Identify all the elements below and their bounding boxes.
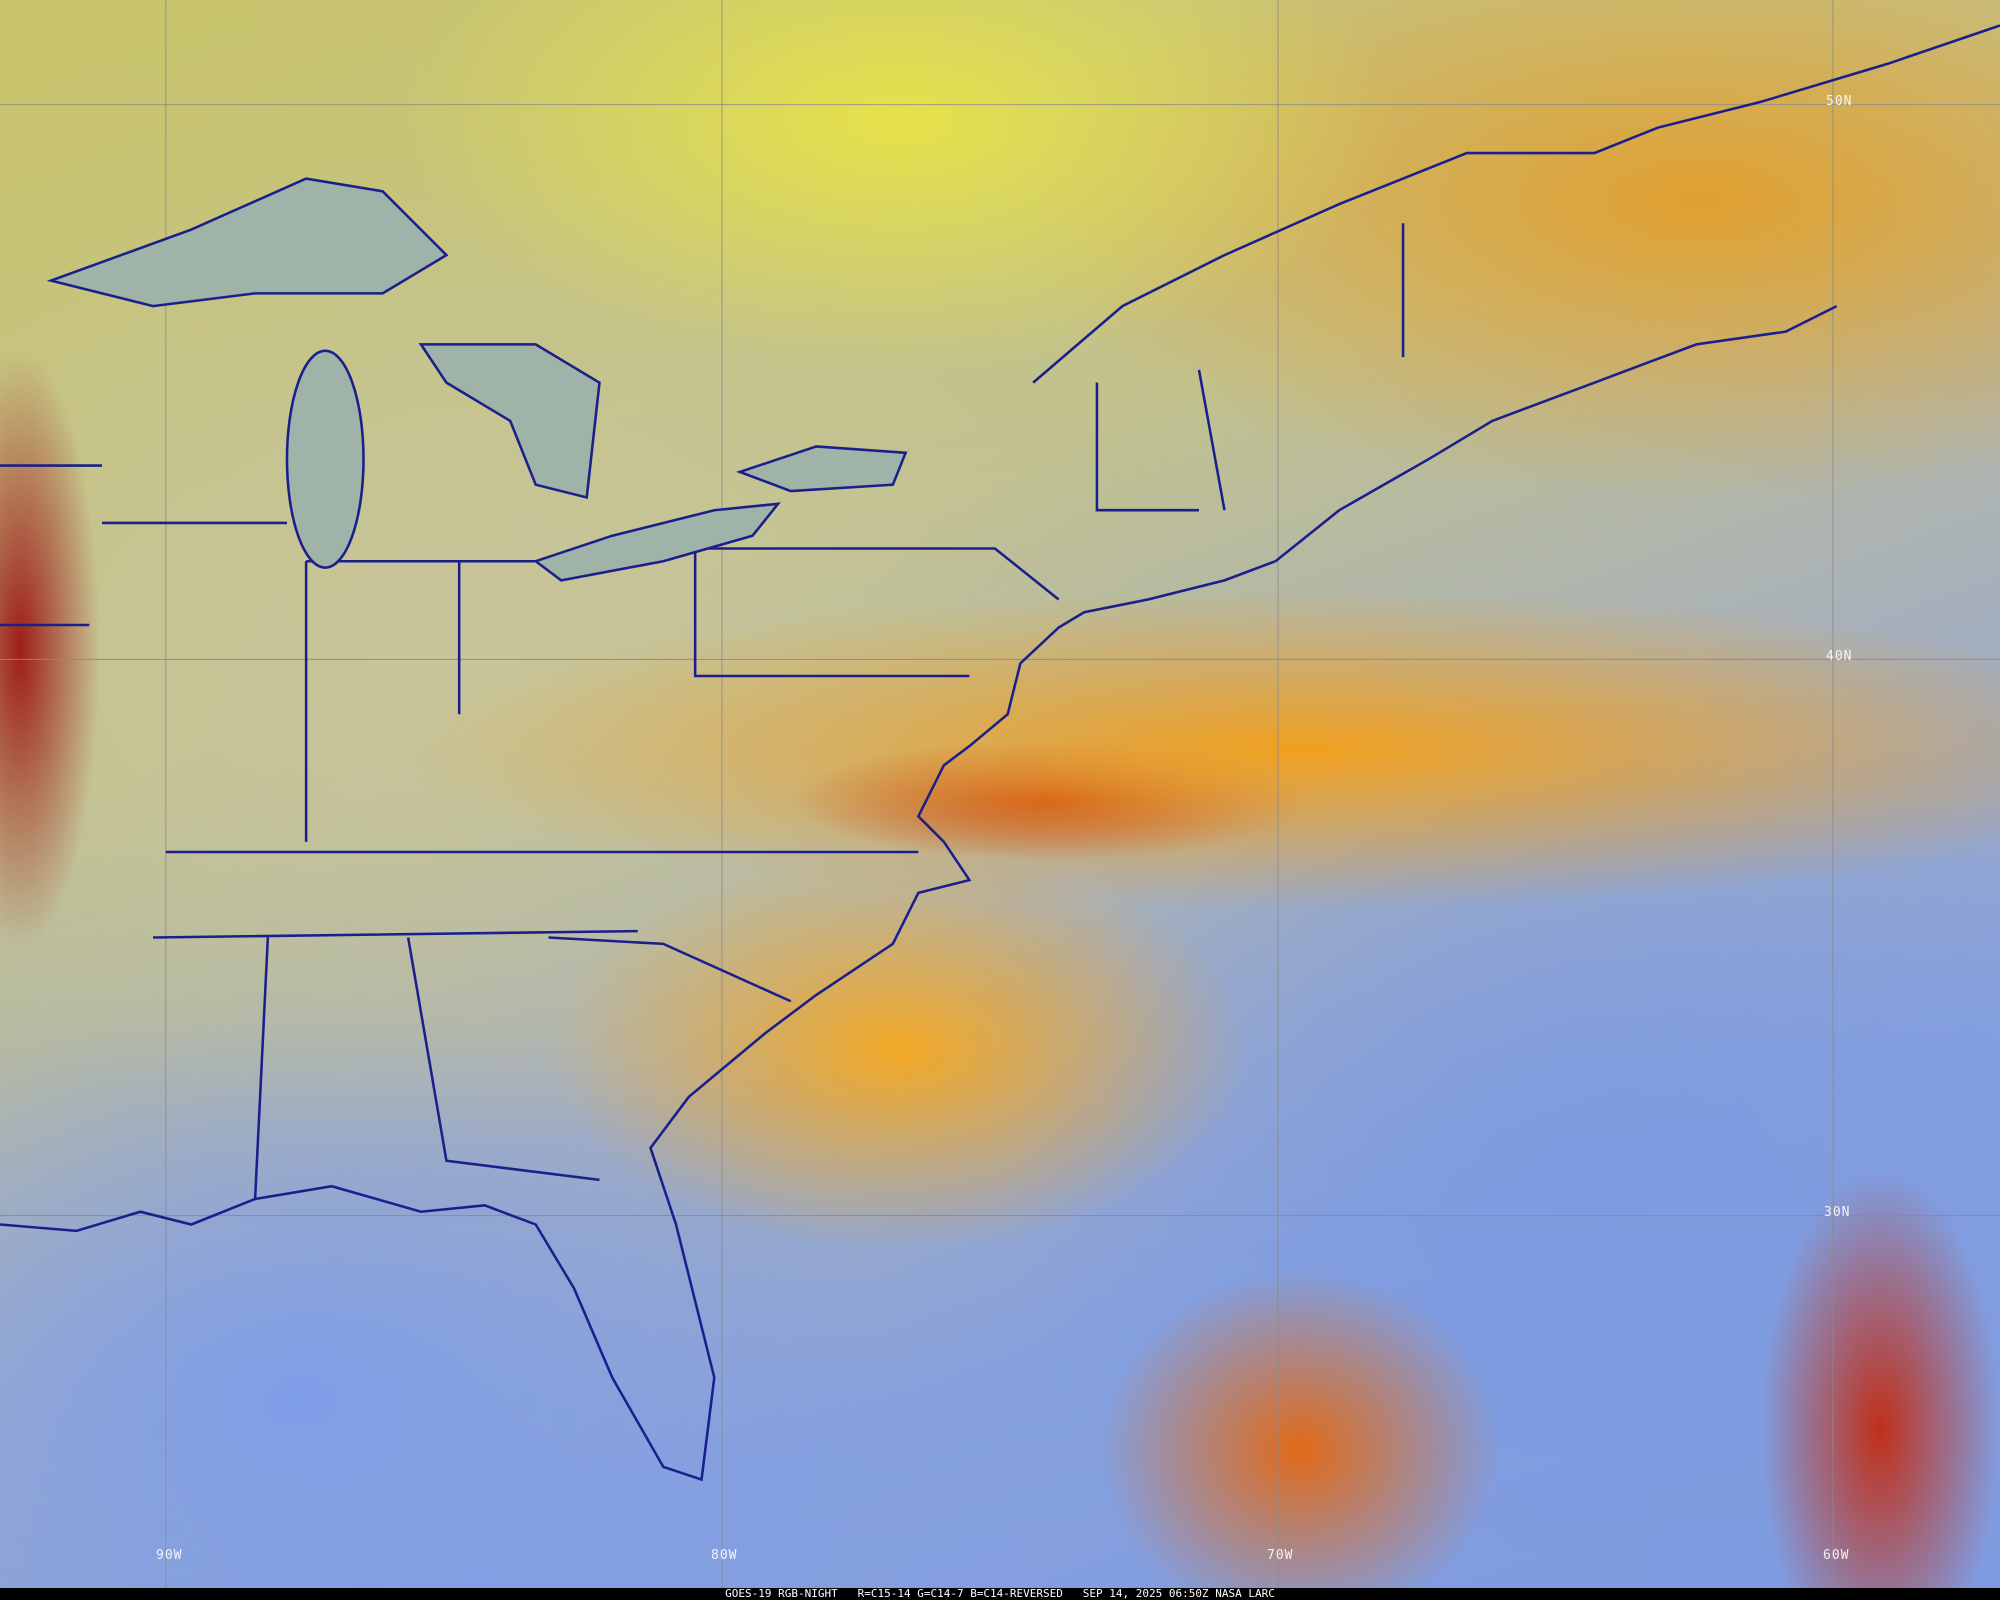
lon-label-90w: 90W bbox=[156, 1548, 183, 1563]
lake-huron bbox=[418, 343, 601, 500]
lat-label-50n: 50N bbox=[1826, 94, 1853, 109]
lake-superior bbox=[46, 177, 449, 308]
state-borders bbox=[0, 223, 1405, 1200]
lat-label-40n: 40N bbox=[1826, 649, 1853, 664]
lake-michigan bbox=[285, 349, 365, 569]
lake-erie bbox=[533, 502, 781, 582]
lon-label-70w: 70W bbox=[1267, 1548, 1294, 1563]
image-caption: GOES-19 RGB-NIGHT R=C15-14 G=C14-7 B=C14… bbox=[0, 1588, 2000, 1600]
canada-coastline bbox=[1032, 24, 2000, 563]
lon-label-60w: 60W bbox=[1823, 1548, 1850, 1563]
lon-label-80w: 80W bbox=[711, 1548, 738, 1563]
lat-label-30n: 30N bbox=[1824, 1205, 1851, 1220]
east-coastline bbox=[0, 560, 1276, 1482]
lake-ontario bbox=[735, 445, 908, 493]
